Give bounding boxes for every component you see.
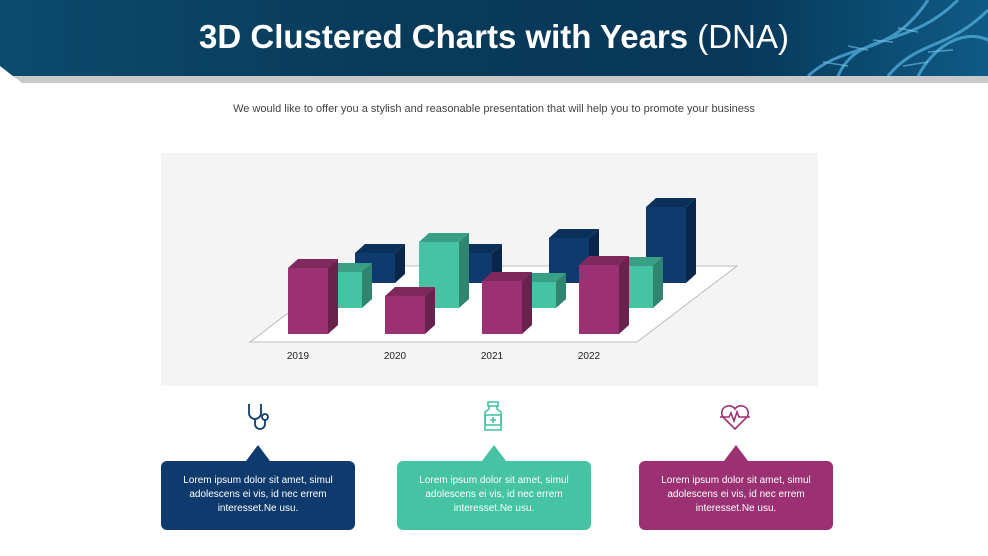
- x-tick-label: 2022: [578, 351, 601, 362]
- info-card-2: Lorem ipsum dolor sit amet, simul adoles…: [397, 445, 591, 530]
- x-tick-label: 2020: [384, 351, 407, 362]
- bar-side-2022-s1: [619, 256, 629, 334]
- bar-top-2022-s3: [646, 198, 696, 207]
- header-shadow: [10, 76, 988, 83]
- bar-top-2021-s1: [482, 272, 532, 281]
- bar-side-2019-s1: [328, 259, 338, 334]
- header-corner: [0, 66, 22, 83]
- bar-side-2021-s2: [556, 273, 566, 308]
- bar-side-2020-s2: [459, 233, 469, 308]
- x-tick-label: 2021: [481, 351, 504, 362]
- bar-2022-s1: [579, 265, 619, 334]
- info-card-1: Lorem ipsum dolor sit amet, simul adoles…: [161, 445, 355, 530]
- bar-top-2019-s3: [355, 244, 405, 253]
- bar-side-2021-s1: [522, 272, 532, 334]
- bar-side-2022-s2: [653, 257, 663, 308]
- bar-top-2019-s1: [288, 259, 338, 268]
- stethoscope-icon: [248, 404, 269, 430]
- heartbeat-icon: [720, 405, 750, 431]
- bar-side-2022-s3: [686, 198, 696, 283]
- info-card-3: Lorem ipsum dolor sit amet, simul adoles…: [639, 445, 833, 530]
- page-subtitle: We would like to offer you a stylish and…: [233, 103, 755, 115]
- bar-2021-s1: [482, 281, 522, 334]
- x-tick-label: 2019: [287, 351, 310, 362]
- medicine-bottle-icon: [484, 401, 502, 431]
- bar-side-2019-s2: [362, 263, 372, 308]
- dna-image: [806, 0, 988, 76]
- bar-top-2022-s1: [579, 256, 629, 265]
- bar-2019-s1: [288, 268, 328, 334]
- bar-2020-s1: [385, 296, 425, 334]
- bar-side-2020-s1: [425, 287, 435, 334]
- bar-top-2020-s2: [419, 233, 469, 242]
- bar-side-2019-s3: [395, 244, 405, 283]
- bar-top-2020-s1: [385, 287, 435, 296]
- page-title: 3D Clustered Charts with Years (DNA): [199, 18, 789, 55]
- bar-top-2021-s3: [549, 229, 599, 238]
